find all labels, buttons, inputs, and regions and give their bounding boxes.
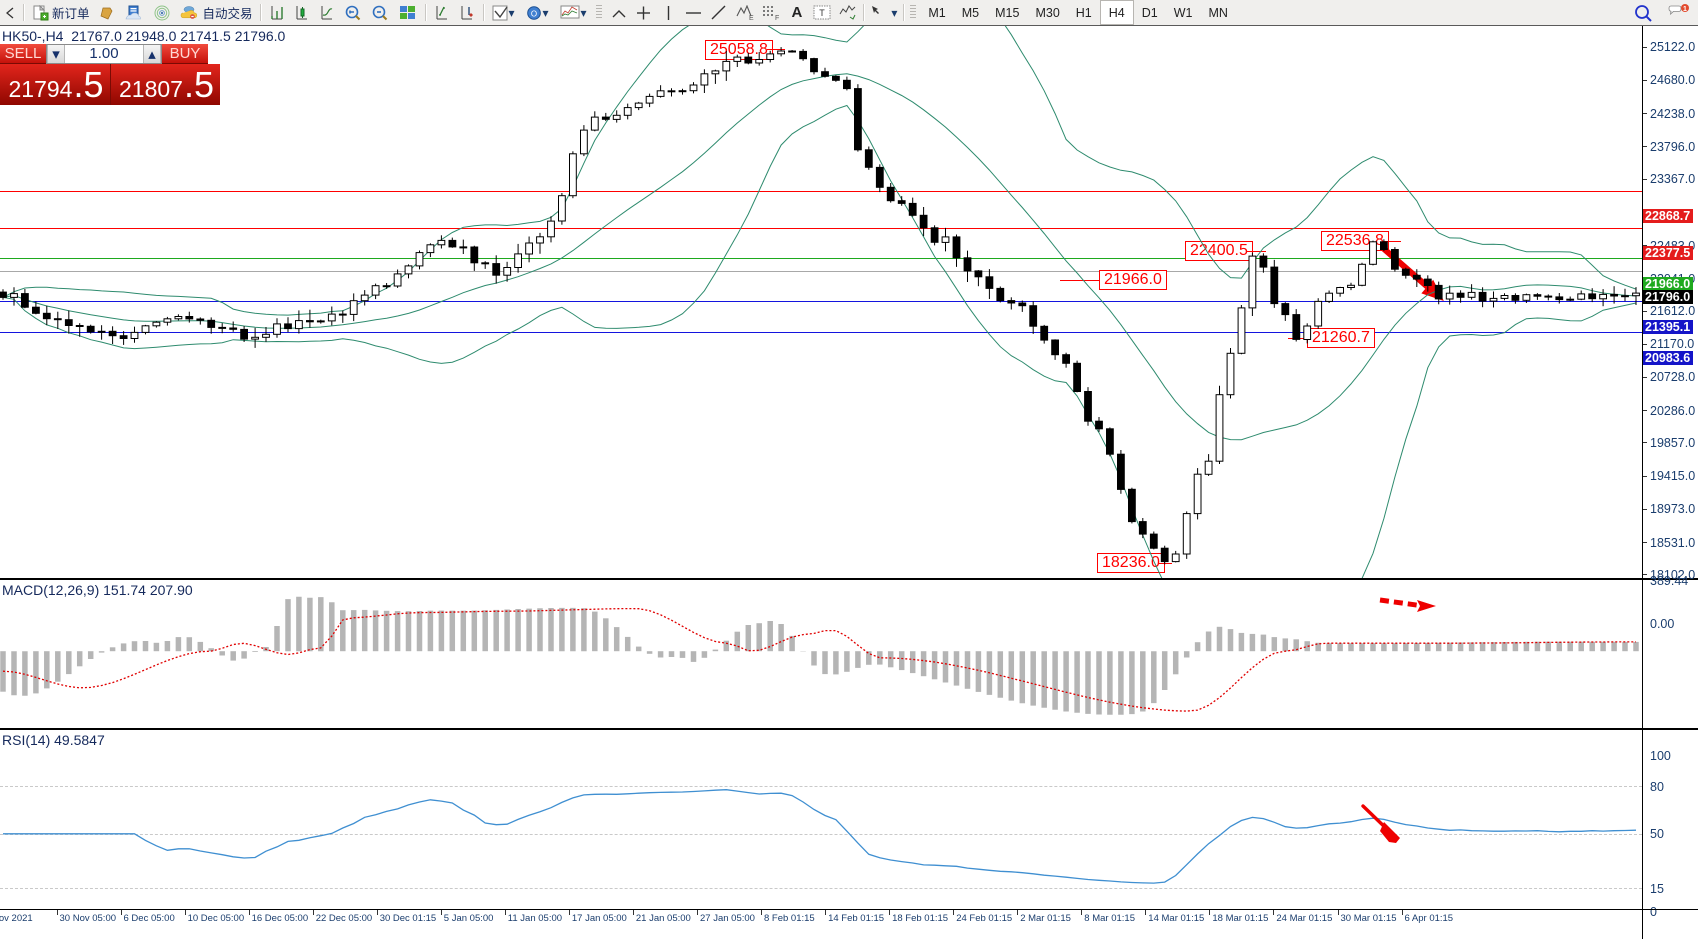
- svg-text:1: 1: [1683, 6, 1687, 13]
- svg-text:F: F: [775, 15, 779, 21]
- svg-text:E: E: [749, 15, 754, 21]
- svg-text:O: O: [530, 9, 536, 18]
- svg-text:T: T: [820, 8, 826, 18]
